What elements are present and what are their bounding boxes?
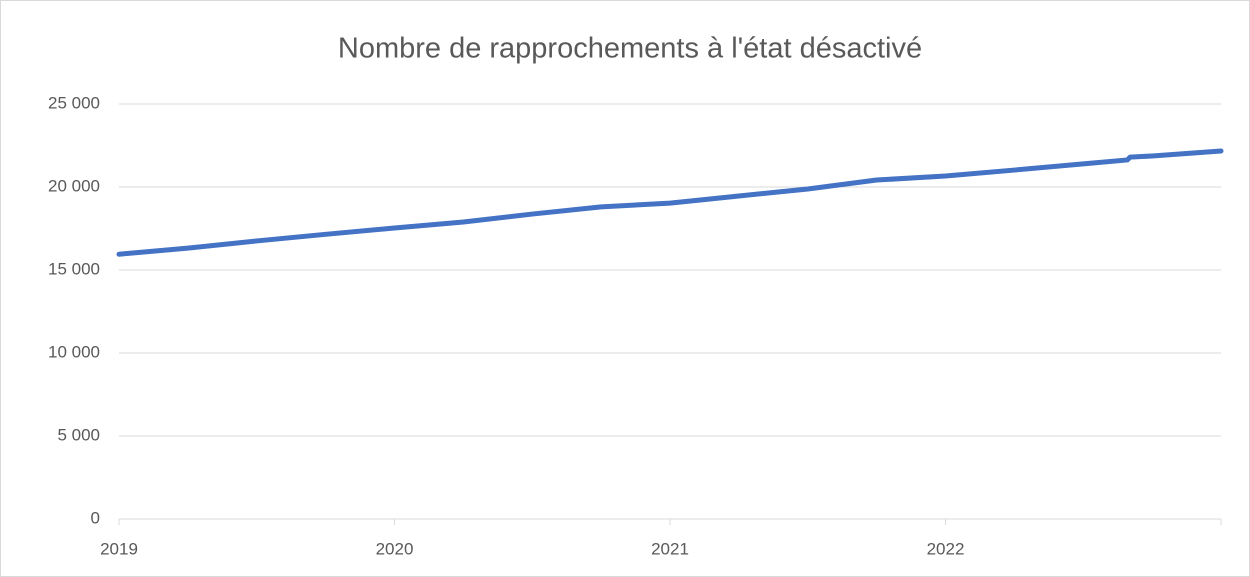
y-tick-label: 5 000 (57, 425, 100, 444)
x-tick-label: 2019 (100, 539, 138, 558)
y-tick-label: 0 (91, 508, 100, 527)
x-tick-label: 2022 (927, 539, 965, 558)
y-tick-label: 20 000 (48, 176, 100, 195)
x-tick-label: 2021 (651, 539, 689, 558)
chart-title: Nombre de rapprochements à l'état désact… (338, 33, 922, 65)
x-tick-label: 2020 (376, 539, 414, 558)
y-tick-label: 15 000 (48, 259, 100, 278)
data-line (116, 148, 1224, 257)
y-tick-label: 10 000 (48, 342, 100, 361)
y-tick-label: 25 000 (48, 93, 100, 112)
